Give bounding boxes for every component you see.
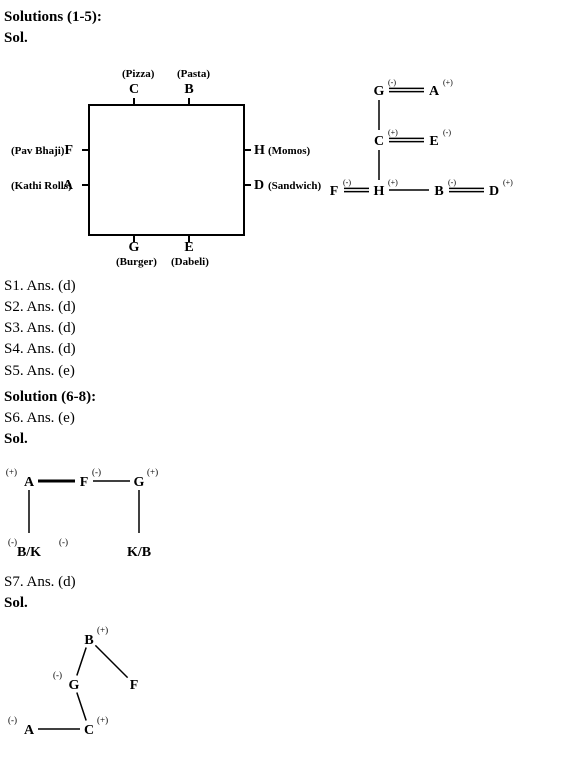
svg-text:A: A: [24, 475, 35, 490]
svg-text:(-): (-): [59, 537, 68, 547]
svg-text:E: E: [184, 240, 193, 255]
svg-text:(+): (+): [388, 128, 398, 137]
svg-text:E: E: [429, 134, 438, 149]
svg-text:C: C: [374, 134, 384, 149]
svg-text:B: B: [184, 82, 193, 97]
svg-text:(-): (-): [92, 467, 101, 477]
svg-text:(+): (+): [503, 178, 513, 187]
svg-text:(-): (-): [8, 537, 17, 547]
svg-text:(+): (+): [443, 78, 453, 87]
svg-text:A: A: [24, 723, 35, 738]
svg-text:F: F: [64, 143, 73, 158]
answer-line: S1. Ans. (d): [4, 276, 563, 296]
svg-text:(+): (+): [97, 625, 108, 635]
solutions-header: Solutions (1-5):: [4, 7, 563, 27]
svg-text:(Kathi Rolls): (Kathi Rolls): [11, 180, 72, 192]
svg-text:F: F: [80, 475, 89, 490]
svg-text:F: F: [330, 184, 339, 199]
svg-text:(Pasta): (Pasta): [177, 68, 210, 80]
svg-text:A: A: [429, 84, 440, 99]
svg-text:C: C: [129, 82, 139, 97]
svg-text:(-): (-): [343, 178, 351, 187]
svg-text:(-): (-): [8, 715, 17, 725]
svg-text:F: F: [130, 678, 139, 693]
solution-6-8-header: Solution (6-8):: [4, 387, 563, 407]
svg-text:D: D: [489, 184, 499, 199]
diagram-2: A(+)F(-)G(+)B/K(-)(-)K/B: [4, 451, 204, 571]
svg-text:(Momos): (Momos): [268, 145, 310, 157]
s6-answer: S6. Ans. (e): [4, 408, 563, 428]
svg-text:(Burger): (Burger): [116, 256, 157, 268]
s7-answer: S7. Ans. (d): [4, 572, 563, 592]
diagram-1-wrap: C(Pizza)B(Pasta)H(Momos)D(Sandwich)E(Dab…: [4, 50, 563, 275]
svg-text:(+): (+): [6, 467, 17, 477]
svg-text:(Dabeli): (Dabeli): [171, 256, 209, 268]
svg-text:K/B: K/B: [127, 545, 151, 560]
svg-text:(+): (+): [147, 467, 158, 477]
answers-block: S1. Ans. (d)S2. Ans. (d)S3. Ans. (d)S4. …: [4, 276, 563, 381]
sol-label-3: Sol.: [4, 593, 563, 613]
svg-text:G: G: [69, 678, 80, 693]
svg-text:B: B: [434, 184, 443, 199]
svg-text:G: G: [129, 240, 140, 255]
svg-text:(+): (+): [97, 715, 108, 725]
sol-label: Sol.: [4, 28, 563, 48]
svg-text:B: B: [84, 633, 93, 648]
answer-line: S3. Ans. (d): [4, 318, 563, 338]
answer-line: S5. Ans. (e): [4, 361, 563, 381]
svg-text:(-): (-): [53, 670, 62, 680]
svg-text:(-): (-): [443, 128, 451, 137]
svg-text:(-): (-): [448, 178, 456, 187]
svg-text:B/K: B/K: [17, 545, 41, 560]
svg-text:(+): (+): [388, 178, 398, 187]
svg-text:C: C: [84, 723, 94, 738]
answer-line: S4. Ans. (d): [4, 339, 563, 359]
svg-text:G: G: [134, 475, 145, 490]
svg-text:(Pizza): (Pizza): [122, 68, 155, 80]
svg-text:D: D: [254, 178, 264, 193]
sol-label-2: Sol.: [4, 429, 563, 449]
diagram-3: B(+)G(-)FA(-)C(+): [4, 614, 184, 749]
svg-text:H: H: [374, 184, 385, 199]
answer-line: S2. Ans. (d): [4, 297, 563, 317]
svg-text:G: G: [374, 84, 385, 99]
svg-text:(Sandwich): (Sandwich): [268, 180, 322, 192]
svg-text:H: H: [254, 143, 265, 158]
diagram-1: C(Pizza)B(Pasta)H(Momos)D(Sandwich)E(Dab…: [4, 50, 563, 275]
svg-text:(Pav Bhaji): (Pav Bhaji): [11, 145, 65, 157]
svg-text:(-): (-): [388, 78, 396, 87]
